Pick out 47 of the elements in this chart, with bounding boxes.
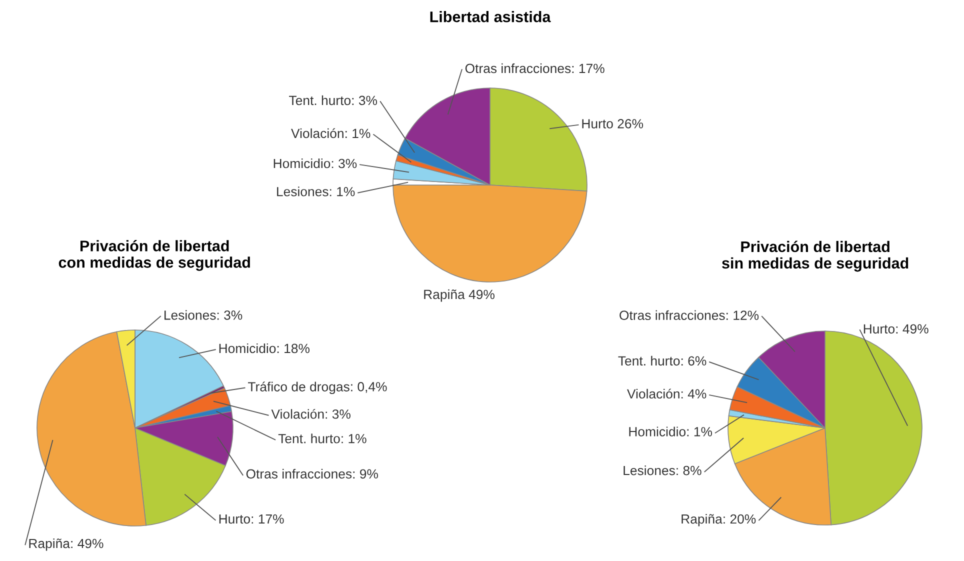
data-label: : 12% <box>726 310 759 320</box>
slice-label: Lesiones <box>624 466 675 476</box>
slice-label: Hurto <box>864 324 895 334</box>
slice-label: Violación <box>627 388 680 399</box>
data-label: : 1% <box>330 187 355 196</box>
data-label: : 1% <box>345 128 370 138</box>
data-label: 26% <box>618 119 644 128</box>
slice-label: Rapiña <box>29 538 70 551</box>
data-label: : 49% <box>71 538 104 548</box>
data-label: : 1% <box>687 427 712 436</box>
slice-label: Violación <box>291 128 344 138</box>
data-label: : 3% <box>217 310 242 320</box>
slice-label: Otras infracciones <box>246 468 352 479</box>
slice-label: Tent. hurto <box>289 95 351 106</box>
data-label: 49% <box>468 290 494 300</box>
slice-label: Homicidio <box>219 343 276 354</box>
slice-label: Otras infracciones <box>465 63 571 74</box>
data-label: : 20% <box>724 514 756 524</box>
slice-label: Rapiña <box>682 514 722 526</box>
data-label: : 17% <box>252 514 284 524</box>
data-label: : 4% <box>681 389 706 399</box>
data-label: : 3% <box>326 409 350 419</box>
data-label: : 3% <box>352 96 378 106</box>
chart-title: Libertad asistida <box>430 11 551 22</box>
slice-label: Homicidio <box>274 158 330 168</box>
slice-label: Violación <box>271 408 324 419</box>
data-label: : 6% <box>681 356 706 366</box>
slice-label: Rapiña <box>424 289 465 302</box>
slice-label: Hurto <box>219 514 250 524</box>
data-label: : 1% <box>342 434 366 444</box>
data-label: : 49% <box>896 324 928 334</box>
slice-label: Lesiones <box>277 186 328 196</box>
chart-title: Privación de libertad con medidas de seguridad <box>58 240 250 271</box>
slice-label: Tent. hurto <box>278 434 340 444</box>
data-label: : 18% <box>277 344 310 354</box>
chart-title: Privación de libertad sin medidas de seguridad <box>722 240 908 272</box>
slice-label: Otras infracciones <box>620 310 725 320</box>
slice-label: Tent. hurto <box>618 356 680 366</box>
slice-label: Lesiones <box>164 310 216 320</box>
slice-label: Tráfico de drogas <box>248 382 350 394</box>
data-label: : 8% <box>676 466 702 476</box>
slice-label: Homicidio <box>629 426 686 436</box>
data-label: : 17% <box>572 64 604 74</box>
slice-label: Hurto <box>582 119 613 128</box>
data-label: : 0,4% <box>351 382 387 393</box>
data-label: : 3% <box>332 158 357 168</box>
data-label: : 9% <box>353 469 378 479</box>
